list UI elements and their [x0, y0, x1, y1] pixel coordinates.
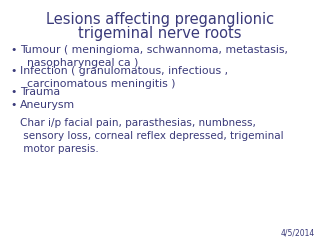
- Text: Aneurysm: Aneurysm: [20, 100, 75, 110]
- Text: Char i/p facial pain, parasthesias, numbness,
 sensory loss, corneal reflex depr: Char i/p facial pain, parasthesias, numb…: [20, 118, 284, 154]
- Text: Lesions affecting preganglionic: Lesions affecting preganglionic: [46, 12, 274, 27]
- Text: 4/5/2014: 4/5/2014: [281, 228, 315, 237]
- Text: •: •: [10, 87, 16, 97]
- Text: •: •: [10, 66, 16, 76]
- Text: trigeminal nerve roots: trigeminal nerve roots: [78, 26, 242, 41]
- Text: Trauma: Trauma: [20, 87, 60, 97]
- Text: •: •: [10, 45, 16, 55]
- Text: Infection ( granulomatous, infectious ,
  carcinomatous meningitis ): Infection ( granulomatous, infectious , …: [20, 66, 228, 89]
- Text: •: •: [10, 100, 16, 110]
- Text: Tumour ( meningioma, schwannoma, metastasis,
  nasopharyngeal ca ): Tumour ( meningioma, schwannoma, metasta…: [20, 45, 288, 68]
